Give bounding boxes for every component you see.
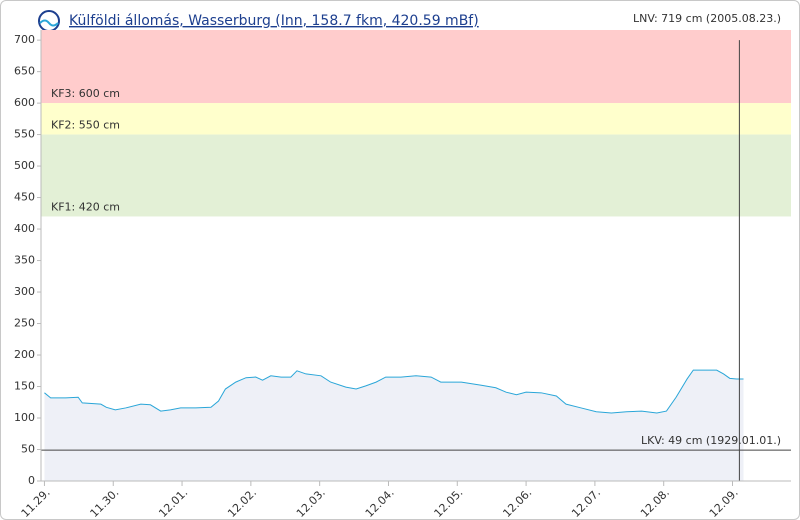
y-tick-label: 650 bbox=[14, 65, 35, 78]
x-tick-label: 11.30. bbox=[88, 486, 122, 519]
y-tick-label: 50 bbox=[21, 443, 35, 456]
x-tick-label: 12.04. bbox=[363, 486, 397, 519]
y-tick-label: 0 bbox=[28, 474, 35, 487]
logo[interactable] bbox=[38, 10, 60, 32]
x-tick-label: 12.05. bbox=[432, 486, 466, 519]
threshold-label: KF1: 420 cm bbox=[51, 200, 120, 213]
y-tick-label: 600 bbox=[14, 96, 35, 109]
logo-wave bbox=[39, 19, 59, 27]
threshold-band bbox=[41, 134, 791, 217]
low-line-label: LKV: 49 cm (1929.01.01.) bbox=[641, 434, 781, 447]
y-tick-label: 200 bbox=[14, 348, 35, 361]
x-tick-label: 12.03. bbox=[294, 486, 328, 519]
y-tick-label: 100 bbox=[14, 411, 35, 424]
top-note: LNV: 719 cm (2005.08.23.) bbox=[633, 12, 781, 25]
threshold-band bbox=[41, 30, 791, 104]
line bbox=[44, 369, 744, 414]
y-tick-label: 250 bbox=[14, 317, 35, 330]
x-tick-label: 11.29. bbox=[19, 486, 53, 519]
threshold-band bbox=[41, 103, 791, 135]
x-tick-label: 12.08. bbox=[638, 486, 672, 519]
x-tick-label: 12.02. bbox=[225, 486, 259, 519]
y-tick-label: 350 bbox=[14, 254, 35, 267]
threshold-label: KF3: 600 cm bbox=[51, 87, 120, 100]
x-tick-label: 12.06. bbox=[500, 486, 534, 519]
y-tick-label: 500 bbox=[14, 159, 35, 172]
x-tick-label: 12.09. bbox=[707, 486, 741, 519]
x-tick-label: 12.01. bbox=[156, 486, 190, 519]
y-tick-label: 700 bbox=[14, 33, 35, 46]
y-tick-label: 450 bbox=[14, 191, 35, 204]
y-tick-label: 300 bbox=[14, 285, 35, 298]
chart-title[interactable]: Külföldi állomás, Wasserburg (Inn, 158.7… bbox=[69, 13, 479, 29]
y-tick-label: 150 bbox=[14, 380, 35, 393]
y-tick-label: 400 bbox=[14, 222, 35, 235]
x-tick-label: 12.07. bbox=[569, 486, 603, 519]
y-tick-label: 550 bbox=[14, 128, 35, 141]
area bbox=[44, 370, 744, 481]
threshold-label: KF2: 550 cm bbox=[51, 119, 120, 132]
